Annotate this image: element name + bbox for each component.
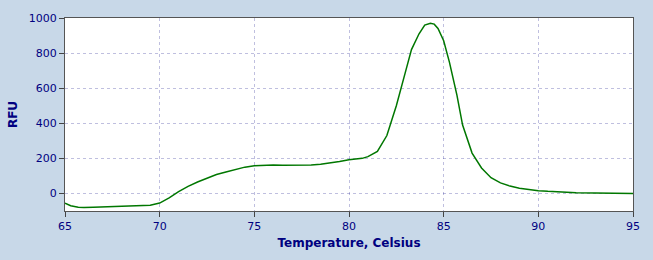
svg-text:75: 75 xyxy=(247,220,261,233)
svg-text:800: 800 xyxy=(36,47,57,60)
svg-text:80: 80 xyxy=(342,220,356,233)
svg-text:RFU: RFU xyxy=(6,101,20,128)
svg-text:65: 65 xyxy=(58,220,72,233)
svg-text:95: 95 xyxy=(626,220,640,233)
svg-text:200: 200 xyxy=(36,152,57,165)
svg-text:1000: 1000 xyxy=(29,12,57,25)
svg-text:70: 70 xyxy=(153,220,167,233)
svg-text:90: 90 xyxy=(531,220,545,233)
svg-text:600: 600 xyxy=(36,82,57,95)
svg-text:85: 85 xyxy=(437,220,451,233)
svg-text:400: 400 xyxy=(36,117,57,130)
svg-text:Temperature, Celsius: Temperature, Celsius xyxy=(277,236,420,250)
svg-text:0: 0 xyxy=(50,187,57,200)
